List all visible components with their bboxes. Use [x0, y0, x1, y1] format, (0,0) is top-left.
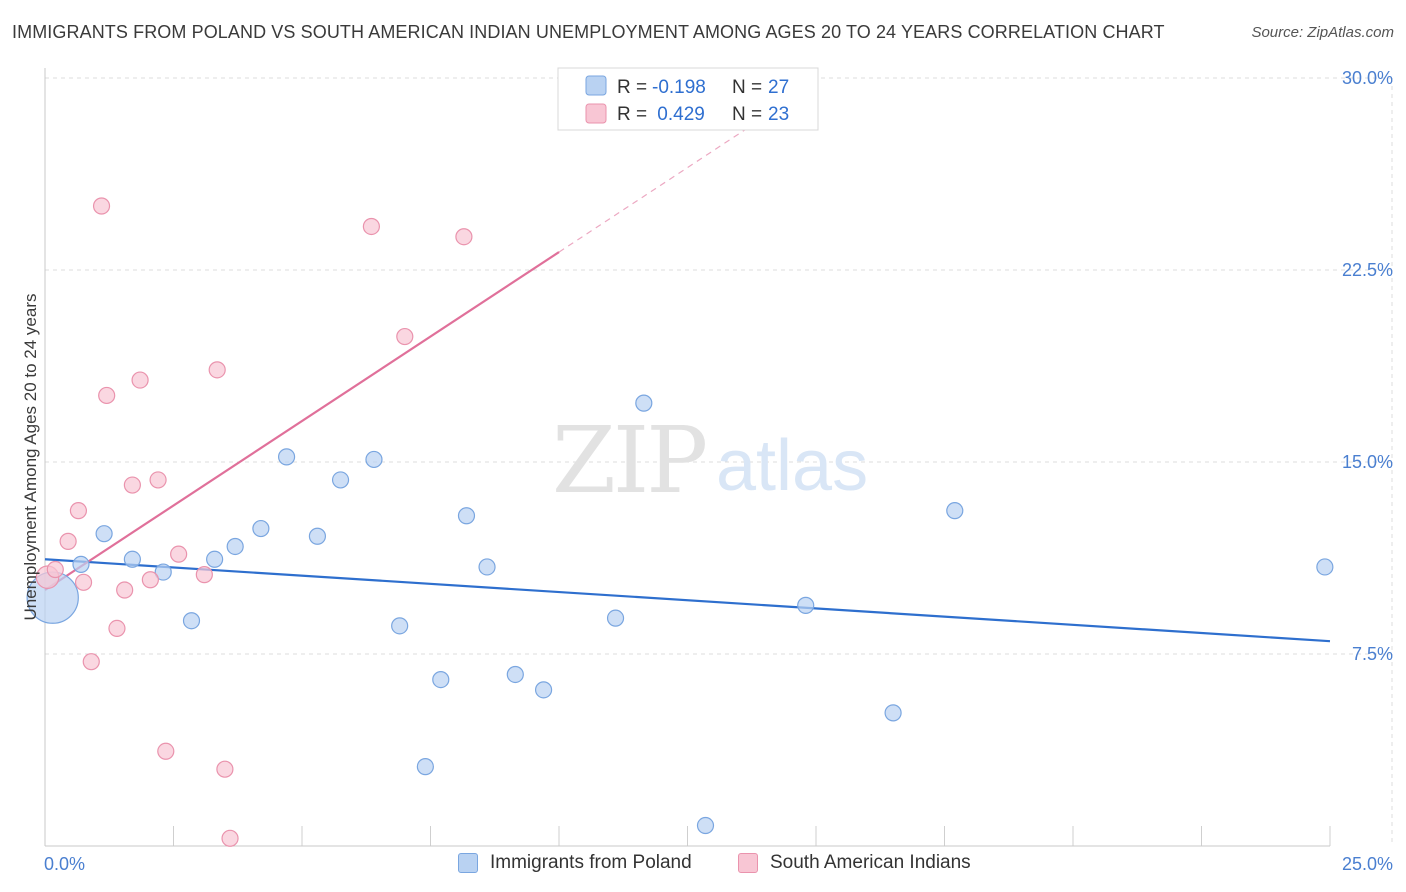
data-point-pink-2	[59, 532, 77, 550]
bottom-legend: Immigrants from Poland South American In…	[0, 852, 1406, 878]
data-point-blue-9	[277, 448, 296, 466]
data-point-pink-1	[46, 560, 64, 579]
bottom-legend-item-poland: Immigrants from Poland	[458, 852, 692, 874]
legend-n-label-1: N =	[732, 104, 767, 125]
watermark: ZIP atlas	[552, 407, 868, 514]
data-point-blue-4	[154, 563, 172, 581]
data-point-blue-10	[308, 527, 327, 545]
data-point-blue-24	[884, 704, 902, 722]
data-point-pink-10	[123, 476, 141, 494]
legend-r-label-0: R =	[617, 77, 652, 98]
data-point-blue-1	[72, 555, 90, 574]
data-point-blue-15	[432, 670, 450, 689]
trend-lines	[44, 82, 1331, 643]
legend-r-label-1: R =	[617, 104, 652, 125]
data-point-blue-22	[696, 816, 715, 835]
bottom-legend-label-south-american-indians: South American Indians	[770, 852, 971, 873]
y-tick-label-0: 7.5%	[1352, 644, 1393, 664]
data-point-pink-14	[157, 742, 175, 760]
data-point-blue-12	[365, 450, 383, 469]
data-point-blue-17	[478, 558, 496, 576]
legend-n-value-1: 23	[768, 104, 789, 125]
data-point-blue-25	[946, 502, 964, 520]
source-label: Source: ZipAtlas.com	[1251, 24, 1394, 41]
data-point-blue-13	[391, 617, 409, 635]
data-point-blue-26	[1316, 558, 1334, 576]
data-point-pink-13	[149, 471, 167, 489]
data-point-pink-19	[221, 829, 239, 847]
data-point-pink-15	[170, 545, 188, 563]
x-tick-label-1: 25.0%	[1342, 854, 1393, 874]
bottom-legend-item-south-american-indians: South American Indians	[738, 852, 971, 874]
legend-swatch-blue	[585, 75, 607, 96]
y-tick-label-2: 22.5%	[1342, 260, 1393, 280]
data-point-blue-19	[534, 681, 553, 699]
data-point-pink-3	[69, 502, 88, 520]
bottom-legend-swatch-pink	[738, 853, 758, 873]
data-point-pink-21	[396, 327, 414, 346]
tick-labels: 7.5% 15.0% 22.5% 30.0% 0.0% 25.0%	[44, 68, 1393, 874]
data-point-blue-23	[797, 596, 815, 614]
data-point-pink-20	[362, 217, 380, 236]
data-point-pink-11	[131, 371, 149, 389]
watermark-atlas: atlas	[716, 426, 868, 506]
bottom-legend-swatch-blue	[458, 853, 478, 873]
data-point-blue-20	[606, 609, 625, 627]
y-tick-label-3: 30.0%	[1342, 68, 1393, 88]
data-point-blue-11	[331, 471, 350, 489]
y-tick-label-1: 15.0%	[1342, 452, 1393, 472]
data-point-pink-8	[108, 619, 126, 638]
legend: R = -0.198 N = 27 R = 0.429 N = 23	[557, 67, 819, 131]
data-point-pink-12	[141, 571, 159, 589]
legend-n-label-0: N =	[732, 77, 767, 98]
data-point-blue-16	[457, 507, 476, 525]
data-point-pink-16	[195, 566, 213, 584]
data-point-blue-5	[182, 612, 201, 630]
legend-r-value-0: -0.198	[652, 77, 706, 98]
axes	[44, 68, 1330, 847]
trend-line-blue	[44, 558, 1331, 643]
data-points	[26, 197, 1334, 847]
data-point-pink-5	[82, 653, 100, 671]
data-point-pink-22	[455, 228, 473, 246]
legend-r-value-1: 0.429	[652, 104, 705, 125]
y-axis-label: Unemployment Among Ages 20 to 24 years	[21, 294, 40, 621]
data-point-pink-6	[92, 197, 111, 215]
data-point-blue-18	[506, 665, 524, 684]
grid-lines	[45, 77, 1393, 846]
watermark-zip: ZIP	[552, 407, 705, 514]
data-point-blue-2	[95, 525, 113, 543]
data-point-blue-21	[635, 394, 653, 412]
legend-swatch-pink	[585, 103, 607, 124]
x-tick-label-0: 0.0%	[44, 854, 85, 874]
data-point-blue-7	[226, 537, 244, 556]
data-point-blue-6	[206, 550, 224, 568]
data-point-pink-9	[116, 581, 134, 599]
data-point-pink-4	[74, 573, 93, 591]
trend-line-pink	[44, 251, 560, 591]
legend-n-value-0: 27	[768, 77, 789, 98]
data-point-blue-8	[252, 519, 270, 538]
data-point-blue-3	[123, 550, 141, 568]
data-point-pink-18	[216, 760, 234, 778]
data-point-blue-14	[416, 758, 434, 776]
data-point-pink-17	[208, 361, 226, 379]
chart-title: IMMIGRANTS FROM POLAND VS SOUTH AMERICAN…	[12, 22, 1165, 42]
data-point-pink-7	[98, 386, 116, 405]
bottom-legend-label-poland: Immigrants from Poland	[490, 852, 692, 873]
